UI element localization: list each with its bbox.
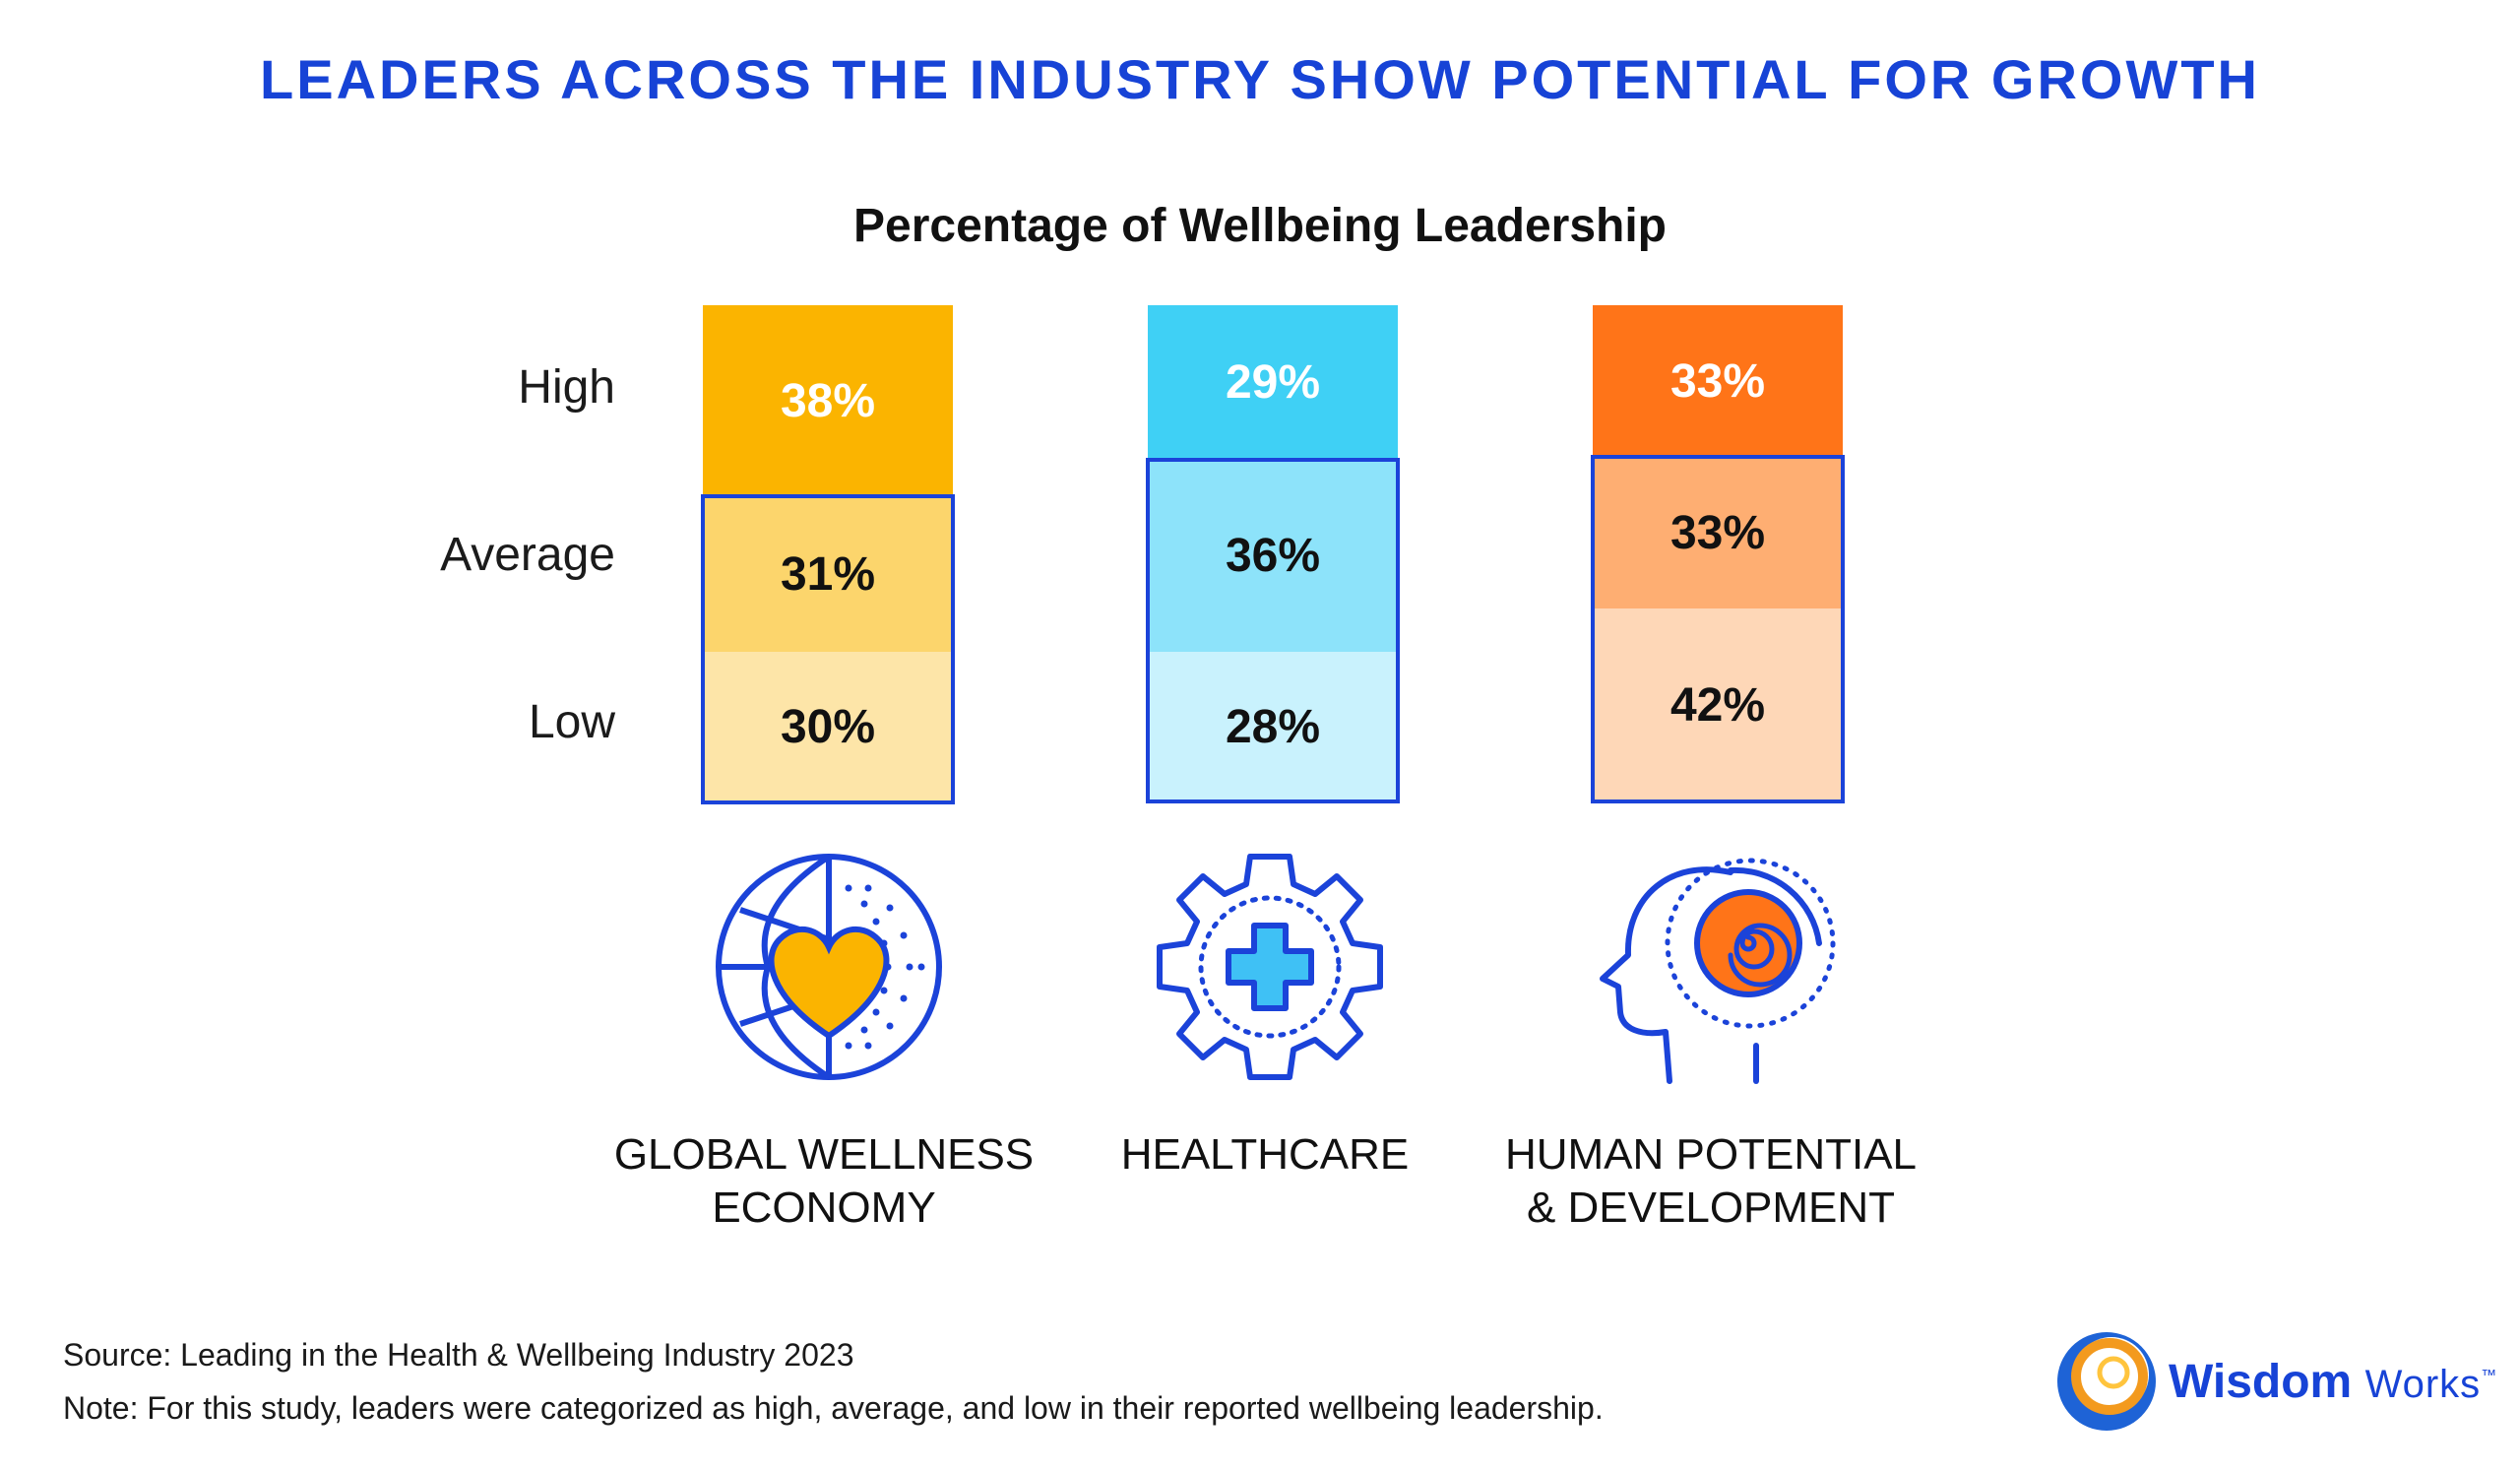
chart-title: Percentage of Wellbeing Leadership [853,200,1667,252]
bar-segment-high-1: 38% [703,305,953,496]
category-label-healthcare: HEALTHCARE [1120,1130,1410,1179]
bar-segment-average-3: 33% [1593,457,1843,608]
head-spiral-icon [1600,858,1836,1084]
headline: LEADERS ACROSS THE INDUSTRY SHOW POTENTI… [260,48,2260,110]
bar-segment-low-2: 28% [1148,652,1398,801]
bar-segment-high-2: 29% [1148,305,1398,460]
source-note: Source: Leading in the Health & Wellbein… [63,1337,854,1373]
data-label: 28% [1225,700,1321,753]
gear-medical-cross-icon [1157,854,1383,1080]
bar-segment-high-3: 33% [1593,305,1843,457]
logo-trademark: ™ [2481,1368,2497,1384]
row-label-low: Low [528,696,615,748]
bar-segment-average-2: 36% [1148,460,1398,652]
data-label: 33% [1670,506,1766,559]
data-label: 38% [780,374,876,427]
category-label-human-potential: HUMAN POTENTIAL & DEVELOPMENT [1504,1130,1918,1232]
globe-heart-icon [716,854,942,1080]
data-label: 31% [780,547,876,601]
logo-swirl-icon [2057,1332,2156,1431]
data-label: 29% [1225,356,1321,409]
logo-word-wisdom: Wisdom [2169,1356,2353,1408]
wisdom-works-logo: Wisdom Works™ [2052,1319,2496,1447]
row-label-high: High [518,361,615,414]
data-label: 42% [1670,678,1766,732]
logo-word-works: Works [2364,1363,2482,1406]
study-note: Note: For this study, leaders were categ… [63,1390,1604,1426]
data-label: 30% [780,701,876,753]
row-label-average: Average [440,529,615,581]
bar-segment-low-1: 30% [703,652,953,802]
bar-segment-low-3: 42% [1593,608,1843,801]
category-label-global-wellness: GLOBAL WELLNESS ECONOMY [613,1130,1035,1232]
bar-segment-average-1: 31% [703,496,953,652]
data-label: 36% [1225,530,1321,582]
data-label: 33% [1670,354,1766,408]
